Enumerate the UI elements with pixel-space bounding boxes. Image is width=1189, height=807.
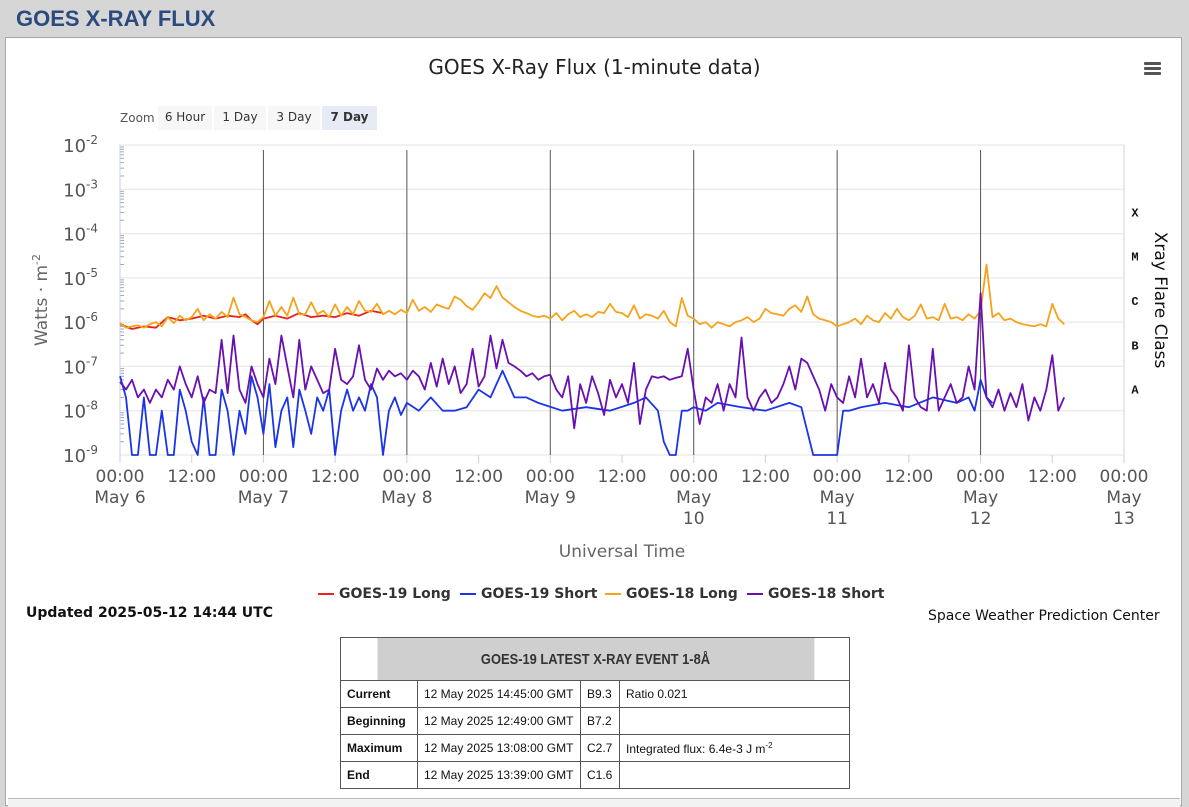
x-tick-label: 00:00 [96, 467, 145, 487]
event-row-extra: Ratio 0.021 [619, 680, 850, 708]
integrated-flux-text: Integrated flux: 6.4e-3 J m [626, 741, 766, 756]
event-row-label: Current [340, 680, 418, 708]
updated-timestamp: Updated 2025-05-12 14:44 UTC [26, 605, 273, 621]
latest-xray-event-table: GOES-19 LATEST X-RAY EVENT 1-8Å Current … [340, 637, 850, 789]
event-row-time: 12 May 2025 13:39:00 GMT [417, 761, 581, 789]
legend-goes19-long[interactable]: GOES-19 Long [318, 586, 451, 602]
x-date-label: May 6 [94, 488, 145, 508]
y-tick-label: 10-9 [63, 443, 98, 467]
event-row-label: Beginning [340, 707, 418, 735]
zoom-6-hour-button[interactable]: 6 Hour [158, 106, 212, 130]
x-tick-label: 00:00 [669, 467, 718, 487]
y-tick-label: 10-4 [63, 222, 98, 246]
y-tick-label: 10-5 [63, 266, 98, 290]
x-tick-label: 00:00 [526, 467, 575, 487]
series-line-goes-18-short [119, 292, 1066, 430]
event-row-beginning: Beginning 12 May 2025 12:49:00 GMT B7.2 [340, 707, 850, 735]
series-line-goes-18-long [119, 263, 1065, 329]
legend-swatch [605, 593, 621, 595]
y-tick-label: 10-6 [63, 310, 98, 334]
event-row-time: 12 May 2025 14:45:00 GMT [417, 680, 581, 708]
flare-class-label: A [1131, 384, 1139, 398]
x-date-label: 13 [1113, 509, 1135, 529]
event-table-heading: GOES-19 LATEST X-RAY EVENT 1-8Å [375, 637, 815, 681]
zoom-7-day-button[interactable]: 7 Day [322, 106, 377, 130]
x-date-label: May 9 [525, 488, 576, 508]
event-row-extra: Integrated flux: 6.4e-3 J m-2 [619, 734, 850, 762]
x-tick-label: 12:00 [741, 467, 790, 487]
chart-title: GOES X-Ray Flux (1-minute data) [428, 55, 761, 79]
flare-class-label: X [1131, 206, 1139, 220]
x-date-label: May 7 [238, 488, 289, 508]
event-row-time: 12 May 2025 12:49:00 GMT [417, 707, 581, 735]
y-tick-label: 10-3 [63, 177, 98, 201]
x-tick-label: 00:00 [956, 467, 1005, 487]
x-date-label: May [676, 488, 711, 508]
x-date-label: May 8 [381, 488, 432, 508]
x-tick-label: 00:00 [239, 467, 288, 487]
legend-goes18-short[interactable]: GOES-18 Short [747, 586, 884, 602]
flare-class-label: B [1131, 339, 1138, 353]
x-tick-label: 00:00 [382, 467, 431, 487]
xray-flux-chart: 10-210-310-410-510-610-710-810-900:00May… [30, 133, 1170, 562]
page-header: GOES X-RAY FLUX [0, 0, 1189, 36]
y-tick-label: 10-7 [63, 354, 98, 378]
x-axis-title: Universal Time [559, 542, 685, 562]
legend-swatch [460, 593, 476, 595]
zoom-3-day-button[interactable]: 3 Day [268, 106, 320, 130]
x-date-label: May [963, 488, 998, 508]
event-row-class: C2.7 [580, 734, 620, 762]
legend-label: GOES-18 Short [768, 586, 885, 602]
integrated-flux-unit-exponent: -2 [765, 740, 773, 750]
bottom-strip [8, 798, 1180, 807]
credit-text: Space Weather Prediction Center [928, 608, 1160, 624]
x-date-label: 11 [826, 509, 848, 529]
flare-class-axis-title: Xray Flare Class [1150, 232, 1170, 369]
x-date-label: 10 [683, 509, 705, 529]
x-tick-label: 12:00 [167, 467, 216, 487]
x-date-label: May [1106, 488, 1141, 508]
y-axis-title: Watts · m-2 [30, 254, 52, 346]
event-row-extra [619, 761, 850, 789]
x-tick-label: 00:00 [813, 467, 862, 487]
x-tick-label: 12:00 [1028, 467, 1077, 487]
event-row-end: End 12 May 2025 13:39:00 GMT C1.6 [340, 761, 850, 789]
legend-label: GOES-18 Long [626, 586, 738, 602]
event-row-class: B9.3 [580, 680, 620, 708]
flare-class-label: C [1131, 295, 1138, 309]
x-tick-label: 12:00 [454, 467, 503, 487]
hamburger-menu-icon[interactable] [1144, 62, 1161, 76]
event-row-maximum: Maximum 12 May 2025 13:08:00 GMT C2.7 In… [340, 734, 850, 762]
event-row-extra [619, 707, 850, 735]
y-tick-label: 10-2 [63, 133, 98, 157]
legend-swatch [318, 593, 334, 595]
x-tick-label: 12:00 [311, 467, 360, 487]
y-tick-label: 10-8 [63, 399, 98, 423]
zoom-label: Zoom [120, 111, 155, 125]
legend-goes18-long[interactable]: GOES-18 Long [605, 586, 738, 602]
event-row-time: 12 May 2025 13:08:00 GMT [417, 734, 581, 762]
x-date-label: 12 [970, 509, 992, 529]
event-row-label: Maximum [340, 734, 418, 762]
flare-class-label: M [1131, 251, 1138, 265]
event-row-current: Current 12 May 2025 14:45:00 GMT B9.3 Ra… [340, 680, 850, 708]
x-tick-label: 00:00 [1100, 467, 1149, 487]
legend-label: GOES-19 Long [339, 586, 451, 602]
x-date-label: May [820, 488, 855, 508]
series-line-goes-19-short [119, 369, 994, 456]
legend-goes19-short[interactable]: GOES-19 Short [460, 586, 597, 602]
legend-label: GOES-19 Short [481, 586, 598, 602]
zoom-1-day-button[interactable]: 1 Day [214, 106, 266, 130]
legend-swatch [747, 593, 763, 595]
x-tick-label: 12:00 [884, 467, 933, 487]
event-row-class: B7.2 [580, 707, 620, 735]
page-title: GOES X-RAY FLUX [16, 6, 216, 31]
x-tick-label: 12:00 [598, 467, 647, 487]
event-row-label: End [340, 761, 418, 789]
event-row-class: C1.6 [580, 761, 620, 789]
